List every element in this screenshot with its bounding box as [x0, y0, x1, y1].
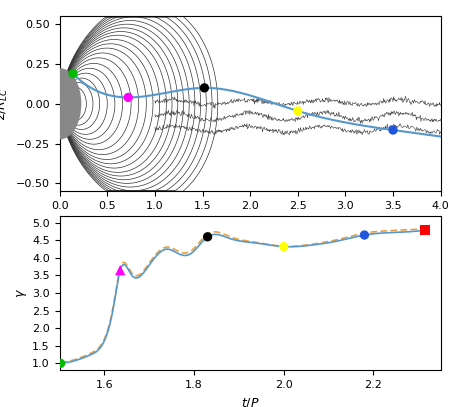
Point: [69, 70, 77, 77]
Point: [117, 267, 124, 274]
Point: [421, 227, 429, 233]
Point: [204, 234, 211, 240]
Point: [361, 232, 368, 238]
Y-axis label: $\gamma$: $\gamma$: [16, 288, 29, 298]
X-axis label: $t/P$: $t/P$: [241, 396, 259, 407]
Point: [57, 360, 64, 367]
Point: [280, 243, 287, 250]
Point: [294, 108, 302, 114]
X-axis label: $R/R_{LC}$: $R/R_{LC}$: [233, 217, 268, 232]
Circle shape: [39, 69, 81, 139]
Point: [124, 94, 132, 101]
Y-axis label: $z/R_{LC}$: $z/R_{LC}$: [0, 88, 10, 120]
Point: [201, 85, 208, 91]
Point: [389, 127, 397, 133]
